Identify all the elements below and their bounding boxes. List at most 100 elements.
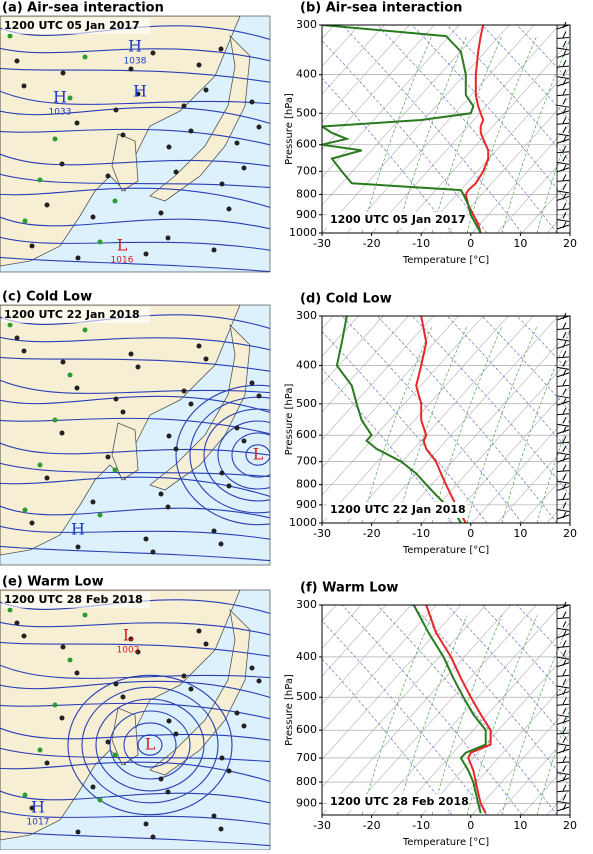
station <box>135 649 141 655</box>
moist-adiabat <box>396 615 468 815</box>
station <box>113 107 119 113</box>
station <box>60 359 66 365</box>
station <box>150 549 156 555</box>
dry-adiabat <box>322 331 488 523</box>
profile-line <box>464 25 490 233</box>
station <box>21 633 27 639</box>
station <box>158 210 164 216</box>
x-tick-label: 20 <box>563 819 577 832</box>
moist-adiabat <box>396 326 468 523</box>
map-date: 1200 UTC 05 Jan 2017 <box>4 19 140 32</box>
isotherm <box>572 316 593 523</box>
wind-barb <box>562 407 567 414</box>
wind-barb <box>556 395 570 399</box>
wind-barb <box>562 155 567 162</box>
y-tick-label: 900 <box>296 498 317 511</box>
wind-barb <box>562 755 567 763</box>
wind-barb <box>556 65 570 68</box>
isotherm <box>521 761 570 815</box>
panel-title: (d) Cold Low <box>300 292 392 307</box>
isotherm <box>496 733 570 815</box>
isotherm <box>322 316 359 357</box>
station <box>90 784 96 790</box>
station <box>82 612 88 618</box>
isotherm <box>446 95 570 233</box>
station <box>21 83 27 89</box>
x-axis-label: Temperature [°C] <box>402 837 489 848</box>
moist-adiabat <box>361 326 433 523</box>
moist-adiabat <box>431 326 503 523</box>
wind-barb <box>556 366 570 370</box>
x-tick-label: 20 <box>563 237 577 250</box>
wind-barb <box>556 413 570 416</box>
x-tick-label: -30 <box>313 819 331 832</box>
panel-title: (b) Air-sea interaction <box>300 1 462 16</box>
plot-area <box>322 605 570 815</box>
isobar <box>0 356 270 372</box>
panel-title: (e) Warm Low <box>2 575 104 590</box>
wind-barb <box>562 341 567 348</box>
isobar <box>0 47 270 62</box>
moist-adiabat <box>466 615 538 815</box>
isotherm <box>496 441 570 523</box>
wind-barb <box>562 630 567 638</box>
station <box>165 789 171 795</box>
annotation-bg <box>327 212 467 228</box>
station <box>249 99 255 105</box>
station <box>105 173 111 179</box>
wind-barb <box>562 97 567 105</box>
wind-barb <box>556 761 570 764</box>
station <box>173 446 179 452</box>
isobar <box>0 830 270 847</box>
isobar <box>245 444 270 466</box>
station <box>44 760 50 766</box>
wind-barb <box>562 322 567 329</box>
station <box>97 512 103 518</box>
profile-line <box>412 605 487 814</box>
wind-barb <box>556 441 570 444</box>
station <box>22 792 28 798</box>
station <box>7 607 13 613</box>
y-tick-label: 600 <box>296 428 317 441</box>
station <box>211 528 217 534</box>
wind-barb <box>562 369 567 377</box>
wind-barb <box>562 765 567 772</box>
y-tick-label: 500 <box>296 397 317 410</box>
x-tick-label: -10 <box>412 237 430 250</box>
center-pressure: 1033 <box>49 108 72 118</box>
wind-barb <box>562 40 567 48</box>
wind-barb <box>556 218 570 222</box>
isobar <box>0 810 270 825</box>
pressure-center: H <box>133 82 147 101</box>
station <box>75 544 81 550</box>
y-tick-label: 500 <box>296 690 317 703</box>
station <box>60 70 66 76</box>
land <box>149 323 251 491</box>
isotherm <box>322 316 509 523</box>
isobar <box>109 710 191 780</box>
x-tick-label: 10 <box>513 237 527 250</box>
station <box>52 136 58 142</box>
wind-barb <box>556 714 570 718</box>
isotherm <box>322 605 437 733</box>
station <box>128 636 134 642</box>
dry-adiabat <box>446 316 570 453</box>
pressure-center: H <box>128 37 142 56</box>
station <box>59 161 65 167</box>
plot-frame <box>321 24 571 234</box>
isotherm <box>371 316 559 523</box>
station <box>37 462 43 468</box>
wind-barb <box>556 122 570 125</box>
station <box>226 206 232 212</box>
dry-adiabat <box>481 25 570 122</box>
isobar <box>137 734 163 756</box>
station <box>74 120 80 126</box>
wind-barb <box>562 164 567 172</box>
station <box>97 239 103 245</box>
wind-barb <box>562 697 567 705</box>
moist-adiabat <box>536 418 570 523</box>
station <box>256 393 262 399</box>
station <box>241 723 247 729</box>
wind-barb <box>556 703 570 706</box>
